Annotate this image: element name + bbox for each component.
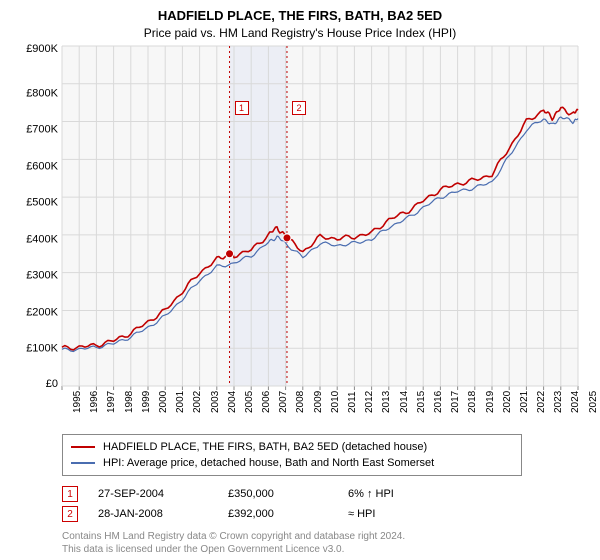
x-tick: 2010 — [330, 396, 341, 413]
sale-price: £350,000 — [228, 488, 348, 500]
sales-table: 1 27-SEP-2004£350,0006% ↑ HPI 2 28-JAN-2008… — [62, 484, 586, 524]
sale-num-box: 2 — [62, 506, 78, 522]
x-axis: 1995 1996 1997 1998 1999 2000 2001 2002 2003 2004… — [62, 386, 578, 424]
plot-row: £900K £800K £700K £600K £500K £400K £300K £200K… — [14, 46, 586, 386]
x-tick: 2024 — [570, 396, 581, 413]
legend-swatch — [71, 462, 95, 464]
x-tick: 2014 — [399, 396, 410, 413]
sale-row: 1 27-SEP-2004£350,0006% ↑ HPI — [62, 484, 586, 504]
sale-price: £392,000 — [228, 508, 348, 520]
x-tick: 2019 — [485, 396, 496, 413]
x-tick: 1996 — [89, 396, 100, 413]
y-tick: £200K — [26, 307, 58, 318]
chart-title: HADFIELD PLACE, THE FIRS, BATH, BA2 5ED — [14, 8, 586, 23]
x-tick: 2020 — [502, 396, 513, 413]
y-tick: £700K — [26, 125, 58, 136]
x-tick: 1999 — [141, 396, 152, 413]
x-tick: 2015 — [416, 396, 427, 413]
y-tick: £500K — [26, 198, 58, 209]
x-tick: 2007 — [278, 396, 289, 413]
sale-date: 28-JAN-2008 — [98, 508, 228, 520]
x-tick: 2013 — [381, 396, 392, 413]
x-tick: 2006 — [261, 396, 272, 413]
plot-area: 12 — [62, 46, 578, 386]
legend-row: HPI: Average price, detached house, Bath… — [71, 455, 513, 471]
legend-swatch — [71, 446, 95, 448]
legend: HADFIELD PLACE, THE FIRS, BATH, BA2 5ED … — [62, 434, 522, 476]
footer: Contains HM Land Registry data © Crown c… — [62, 530, 586, 556]
sale-marker-1: 1 — [235, 101, 249, 115]
x-tick: 2012 — [364, 396, 375, 413]
legend-label: HADFIELD PLACE, THE FIRS, BATH, BA2 5ED … — [103, 441, 427, 453]
y-axis: £900K £800K £700K £600K £500K £400K £300K £200K… — [14, 46, 62, 386]
legend-row: HADFIELD PLACE, THE FIRS, BATH, BA2 5ED … — [71, 439, 513, 455]
x-tick: 2009 — [313, 396, 324, 413]
x-tick: 2023 — [553, 396, 564, 413]
chart-subtitle: Price paid vs. HM Land Registry's House … — [14, 26, 586, 40]
x-tick: 2016 — [433, 396, 444, 413]
x-tick: 2001 — [175, 396, 186, 413]
footer-line-1: Contains HM Land Registry data © Crown c… — [62, 530, 586, 543]
footer-line-2: This data is licensed under the Open Gov… — [62, 543, 586, 556]
x-tick: 1997 — [106, 396, 117, 413]
sale-marker-2: 2 — [292, 101, 306, 115]
x-tick: 2018 — [467, 396, 478, 413]
legend-label: HPI: Average price, detached house, Bath… — [103, 457, 434, 469]
y-tick: £0 — [46, 379, 58, 390]
x-tick: 2003 — [210, 396, 221, 413]
x-tick: 2022 — [536, 396, 547, 413]
chart-container: HADFIELD PLACE, THE FIRS, BATH, BA2 5ED … — [0, 0, 600, 560]
x-tick: 2011 — [347, 396, 358, 413]
y-tick: £300K — [26, 271, 58, 282]
y-tick: £400K — [26, 234, 58, 245]
sale-delta: 6% ↑ HPI — [348, 488, 394, 500]
x-tick: 2004 — [227, 396, 238, 413]
x-tick: 1995 — [72, 396, 83, 413]
sale-delta: ≈ HPI — [348, 508, 375, 520]
sale-num-box: 1 — [62, 486, 78, 502]
x-tick: 1998 — [124, 396, 135, 413]
plot-svg — [62, 46, 578, 386]
x-tick: 2008 — [295, 396, 306, 413]
x-tick: 2017 — [450, 396, 461, 413]
sale-row: 2 28-JAN-2008£392,000≈ HPI — [62, 504, 586, 524]
y-tick: £600K — [26, 161, 58, 172]
x-tick: 2005 — [244, 396, 255, 413]
x-tick: 2021 — [519, 396, 530, 413]
x-tick: 2025 — [588, 396, 599, 413]
sale-date: 27-SEP-2004 — [98, 488, 228, 500]
y-tick: £900K — [26, 44, 58, 55]
y-tick: £100K — [26, 344, 58, 355]
x-tick: 2000 — [158, 396, 169, 413]
x-tick: 2002 — [192, 396, 203, 413]
y-tick: £800K — [26, 88, 58, 99]
